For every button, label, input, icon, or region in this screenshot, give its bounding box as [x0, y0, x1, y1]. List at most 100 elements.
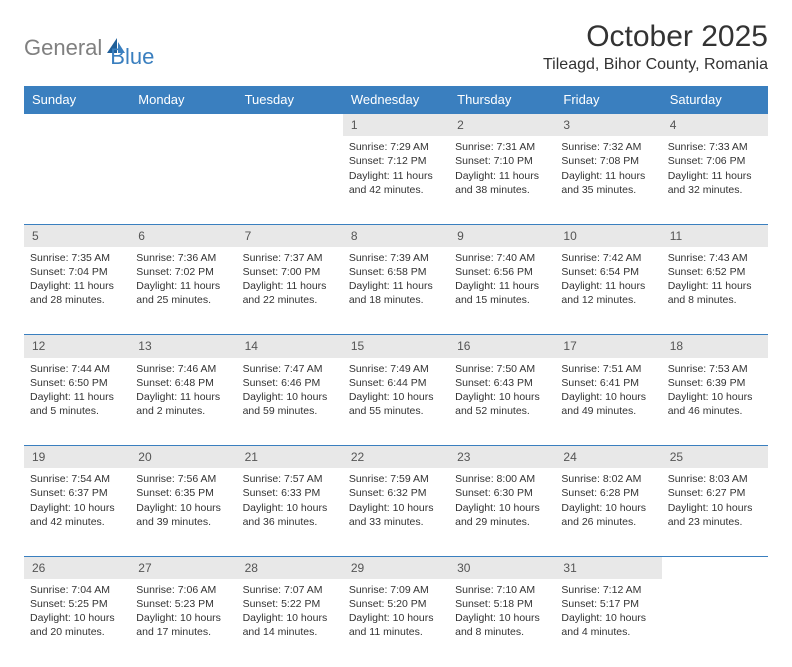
day-number: 24	[563, 450, 576, 464]
day-number: 31	[563, 561, 576, 575]
daylight-text: and 35 minutes.	[561, 183, 655, 197]
sunset-text: Sunset: 7:00 PM	[243, 265, 337, 279]
sunrise-text: Sunrise: 7:39 AM	[349, 251, 443, 265]
day-number: 10	[563, 229, 576, 243]
day-number-cell: 28	[237, 556, 343, 579]
daylight-text: Daylight: 10 hours	[136, 501, 230, 515]
sunset-text: Sunset: 6:32 PM	[349, 486, 443, 500]
sunrise-text: Sunrise: 7:33 AM	[668, 140, 762, 154]
day-cell: Sunrise: 7:40 AMSunset: 6:56 PMDaylight:…	[449, 247, 555, 335]
day-cell: Sunrise: 7:51 AMSunset: 6:41 PMDaylight:…	[555, 358, 661, 446]
sunrise-text: Sunrise: 8:02 AM	[561, 472, 655, 486]
title-block: October 2025 Tileagd, Bihor County, Roma…	[543, 20, 768, 74]
sunset-text: Sunset: 6:50 PM	[30, 376, 124, 390]
day-cell: Sunrise: 7:10 AMSunset: 5:18 PMDaylight:…	[449, 579, 555, 667]
sunset-text: Sunset: 6:35 PM	[136, 486, 230, 500]
daylight-text: Daylight: 11 hours	[668, 169, 762, 183]
logo-text-blue: Blue	[110, 26, 154, 70]
sunset-text: Sunset: 6:56 PM	[455, 265, 549, 279]
day-number: 15	[351, 339, 364, 353]
daylight-text: Daylight: 10 hours	[668, 390, 762, 404]
sunrise-text: Sunrise: 7:31 AM	[455, 140, 549, 154]
day-cell: Sunrise: 7:46 AMSunset: 6:48 PMDaylight:…	[130, 358, 236, 446]
daylight-text: Daylight: 10 hours	[136, 611, 230, 625]
day-number-cell: 3	[555, 114, 661, 137]
day-cell: Sunrise: 8:02 AMSunset: 6:28 PMDaylight:…	[555, 468, 661, 556]
day-cell: Sunrise: 7:43 AMSunset: 6:52 PMDaylight:…	[662, 247, 768, 335]
daylight-text: and 42 minutes.	[30, 515, 124, 529]
calendar-table: Sunday Monday Tuesday Wednesday Thursday…	[24, 86, 768, 667]
day-cell: Sunrise: 7:44 AMSunset: 6:50 PMDaylight:…	[24, 358, 130, 446]
day-cell: Sunrise: 7:33 AMSunset: 7:06 PMDaylight:…	[662, 136, 768, 224]
sunset-text: Sunset: 6:43 PM	[455, 376, 549, 390]
daylight-text: Daylight: 11 hours	[455, 169, 549, 183]
daylight-text: Daylight: 10 hours	[243, 501, 337, 515]
daylight-text: and 8 minutes.	[455, 625, 549, 639]
daylight-text: and 55 minutes.	[349, 404, 443, 418]
daylight-text: Daylight: 11 hours	[455, 279, 549, 293]
daylight-text: and 20 minutes.	[30, 625, 124, 639]
day-number: 5	[32, 229, 39, 243]
day-number: 20	[138, 450, 151, 464]
day-cell	[130, 136, 236, 224]
daylight-text: Daylight: 10 hours	[30, 611, 124, 625]
daylight-text: Daylight: 10 hours	[243, 390, 337, 404]
sunrise-text: Sunrise: 7:53 AM	[668, 362, 762, 376]
sunset-text: Sunset: 7:06 PM	[668, 154, 762, 168]
sunset-text: Sunset: 6:30 PM	[455, 486, 549, 500]
day-number-cell: 10	[555, 224, 661, 247]
daylight-text: Daylight: 11 hours	[349, 279, 443, 293]
daylight-text: Daylight: 10 hours	[561, 390, 655, 404]
daylight-text: Daylight: 11 hours	[349, 169, 443, 183]
week-row: Sunrise: 7:54 AMSunset: 6:37 PMDaylight:…	[24, 468, 768, 556]
day-number: 22	[351, 450, 364, 464]
day-number-cell: 14	[237, 335, 343, 358]
sunrise-text: Sunrise: 7:56 AM	[136, 472, 230, 486]
daylight-text: Daylight: 11 hours	[30, 279, 124, 293]
day-number-cell: 1	[343, 114, 449, 137]
daylight-text: and 46 minutes.	[668, 404, 762, 418]
sunrise-text: Sunrise: 7:12 AM	[561, 583, 655, 597]
sunset-text: Sunset: 5:23 PM	[136, 597, 230, 611]
sunset-text: Sunset: 7:12 PM	[349, 154, 443, 168]
daylight-text: Daylight: 10 hours	[455, 390, 549, 404]
day-number: 7	[245, 229, 252, 243]
daylight-text: Daylight: 10 hours	[30, 501, 124, 515]
daylight-text: and 52 minutes.	[455, 404, 549, 418]
daylight-text: Daylight: 11 hours	[136, 390, 230, 404]
day-number-cell: 12	[24, 335, 130, 358]
daylight-text: and 28 minutes.	[30, 293, 124, 307]
day-cell: Sunrise: 7:37 AMSunset: 7:00 PMDaylight:…	[237, 247, 343, 335]
day-number: 8	[351, 229, 358, 243]
day-header: Monday	[130, 86, 236, 114]
day-number-row: 19202122232425	[24, 446, 768, 469]
day-cell	[24, 136, 130, 224]
sunrise-text: Sunrise: 7:06 AM	[136, 583, 230, 597]
week-row: Sunrise: 7:35 AMSunset: 7:04 PMDaylight:…	[24, 247, 768, 335]
daylight-text: and 32 minutes.	[668, 183, 762, 197]
sunrise-text: Sunrise: 7:44 AM	[30, 362, 124, 376]
daylight-text: Daylight: 10 hours	[349, 390, 443, 404]
daylight-text: and 2 minutes.	[136, 404, 230, 418]
sunrise-text: Sunrise: 7:10 AM	[455, 583, 549, 597]
logo: General Blue	[24, 20, 154, 70]
day-number-cell: 24	[555, 446, 661, 469]
day-number-cell	[237, 114, 343, 137]
day-cell: Sunrise: 7:57 AMSunset: 6:33 PMDaylight:…	[237, 468, 343, 556]
day-number-cell	[24, 114, 130, 137]
daylight-text: and 25 minutes.	[136, 293, 230, 307]
daylight-text: and 11 minutes.	[349, 625, 443, 639]
day-cell: Sunrise: 7:04 AMSunset: 5:25 PMDaylight:…	[24, 579, 130, 667]
day-header: Wednesday	[343, 86, 449, 114]
day-number: 18	[670, 339, 683, 353]
day-header-row: Sunday Monday Tuesday Wednesday Thursday…	[24, 86, 768, 114]
day-cell: Sunrise: 7:53 AMSunset: 6:39 PMDaylight:…	[662, 358, 768, 446]
daylight-text: and 49 minutes.	[561, 404, 655, 418]
day-number: 16	[457, 339, 470, 353]
day-cell: Sunrise: 7:42 AMSunset: 6:54 PMDaylight:…	[555, 247, 661, 335]
day-number-cell: 4	[662, 114, 768, 137]
day-cell: Sunrise: 7:56 AMSunset: 6:35 PMDaylight:…	[130, 468, 236, 556]
day-number-row: 1234	[24, 114, 768, 137]
sunset-text: Sunset: 6:52 PM	[668, 265, 762, 279]
day-number-cell	[130, 114, 236, 137]
